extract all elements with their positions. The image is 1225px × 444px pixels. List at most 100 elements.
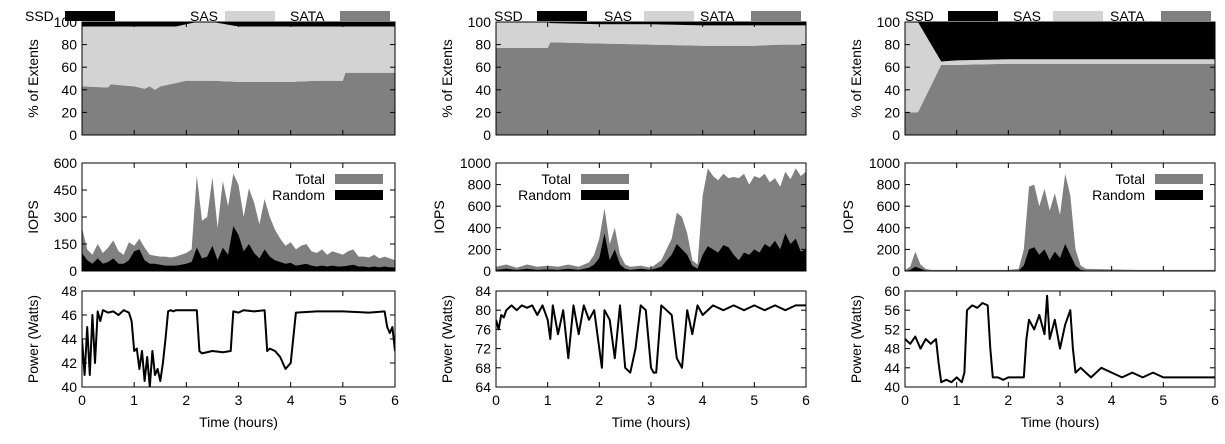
panel-power-2: 64 68 72 76 80 84 0 1 2 3 4 5 6 Power (Watts) Time (ho… (439, 283, 810, 430)
legend-swatch-sas (1053, 11, 1103, 21)
y-tick-label: 300 (54, 209, 78, 225)
x-axis-label: Time (hours) (199, 414, 278, 430)
legend-label-ssd: SSD (25, 8, 54, 24)
x-tick-label: 0 (78, 392, 86, 408)
data-layer (496, 304, 806, 374)
x-tick-label: 5 (750, 392, 758, 408)
y-axis-label: Power (Watts) (439, 295, 455, 383)
data-layer (905, 294, 1215, 384)
legend-label-total: Total (295, 171, 325, 187)
data-layer (905, 22, 1215, 135)
y-axis-label: % of Extents (25, 39, 41, 118)
data-layer (82, 309, 395, 387)
legend-swatch-ssd (537, 11, 587, 21)
y-axis-label: Power (Watts) (25, 295, 41, 383)
legend-label-sas: SAS (1013, 8, 1041, 24)
legend-label-sas: SAS (604, 8, 632, 24)
panel-storage-mix-3: 0 20 40 60 80 100 % of Extents SSD SAS SATA (848, 8, 1216, 143)
panel-power-1: 40 42 44 46 48 0 1 2 3 4 5 6 Power (Watts) Time (hour… (25, 283, 399, 430)
y-tick-label: 20 (61, 104, 77, 120)
legend-label-ssd: SSD (905, 8, 934, 24)
y-tick-label: 400 (468, 220, 492, 236)
legend-label-random: Random (1092, 187, 1145, 203)
y-tick-label: 56 (884, 302, 900, 318)
area-sata (496, 42, 806, 135)
legend-swatch-sas (225, 11, 275, 21)
y-tick-label: 40 (884, 82, 900, 98)
legend-label-sata: SATA (700, 8, 735, 24)
x-tick-label: 2 (1004, 392, 1012, 408)
legend-label-sata: SATA (290, 8, 325, 24)
y-tick-label: 100 (877, 14, 901, 30)
legend-label-total: Total (1115, 171, 1145, 187)
x-tick-label: 5 (339, 392, 347, 408)
y-tick-label: 72 (475, 341, 491, 357)
legend-swatch-sata (340, 11, 390, 21)
data-layer (905, 173, 1215, 271)
y-tick-label: 68 (475, 360, 491, 376)
x-tick-label: 3 (1056, 392, 1064, 408)
y-tick-label: 600 (54, 155, 78, 171)
legend-swatch-random (581, 190, 629, 200)
y-tick-label: 200 (468, 241, 492, 257)
data-layer (82, 173, 395, 271)
y-axis-label: IOPS (25, 200, 41, 233)
line-power (82, 309, 395, 387)
x-axis-label: Time (hours) (612, 414, 691, 430)
line-power (496, 304, 806, 374)
y-tick-label: 600 (877, 198, 901, 214)
legend-swatch-total (581, 174, 629, 184)
legend-swatch-ssd (948, 11, 998, 21)
legend-label-total: Total (541, 171, 571, 187)
plot-frame (81, 290, 396, 388)
y-tick-label: 60 (884, 283, 900, 299)
y-tick-label: 0 (483, 127, 491, 143)
y-tick-label: 48 (884, 341, 900, 357)
x-tick-label: 5 (1159, 392, 1167, 408)
x-tick-label: 6 (802, 392, 810, 408)
area-random (905, 244, 1215, 271)
x-tick-label: 0 (901, 392, 909, 408)
y-tick-label: 80 (475, 37, 491, 53)
y-tick-label: 20 (475, 104, 491, 120)
y-tick-label: 46 (61, 307, 77, 323)
y-axis-label: IOPS (431, 200, 447, 233)
panel-storage-mix-2: 0 20 40 60 80 100 % of Extents SSD SAS SATA (439, 8, 807, 143)
y-tick-label: 64 (475, 379, 491, 395)
y-tick-label: 0 (69, 127, 77, 143)
legend-swatch-ssd (65, 11, 115, 21)
y-tick-label: 1000 (869, 155, 900, 171)
x-tick-label: 3 (647, 392, 655, 408)
y-tick-label: 60 (884, 59, 900, 75)
y-tick-label: 60 (475, 59, 491, 75)
legend-swatch-random (335, 190, 383, 200)
y-tick-label: 0 (892, 263, 900, 279)
y-tick-label: 80 (475, 302, 491, 318)
y-axis-label: Power (Watts) (848, 295, 864, 383)
y-tick-label: 80 (884, 37, 900, 53)
x-tick-label: 1 (130, 392, 138, 408)
y-tick-label: 450 (54, 182, 78, 198)
area-sas (82, 22, 395, 90)
y-tick-label: 76 (475, 321, 491, 337)
x-axis-label: Time (hours) (1021, 414, 1100, 430)
x-tick-label: 4 (287, 392, 295, 408)
area-sas (496, 22, 806, 48)
data-layer (82, 22, 395, 135)
x-tick-label: 2 (182, 392, 190, 408)
y-tick-label: 100 (468, 14, 492, 30)
x-tick-label: 4 (1108, 392, 1116, 408)
y-tick-label: 600 (468, 198, 492, 214)
legend-swatch-sata (1161, 11, 1211, 21)
x-tick-label: 0 (492, 392, 500, 408)
legend-swatch-total (1155, 174, 1203, 184)
y-axis-label: % of Extents (439, 39, 455, 118)
x-tick-label: 6 (1211, 392, 1219, 408)
y-tick-label: 800 (468, 177, 492, 193)
legend-swatch-sata (751, 11, 801, 21)
